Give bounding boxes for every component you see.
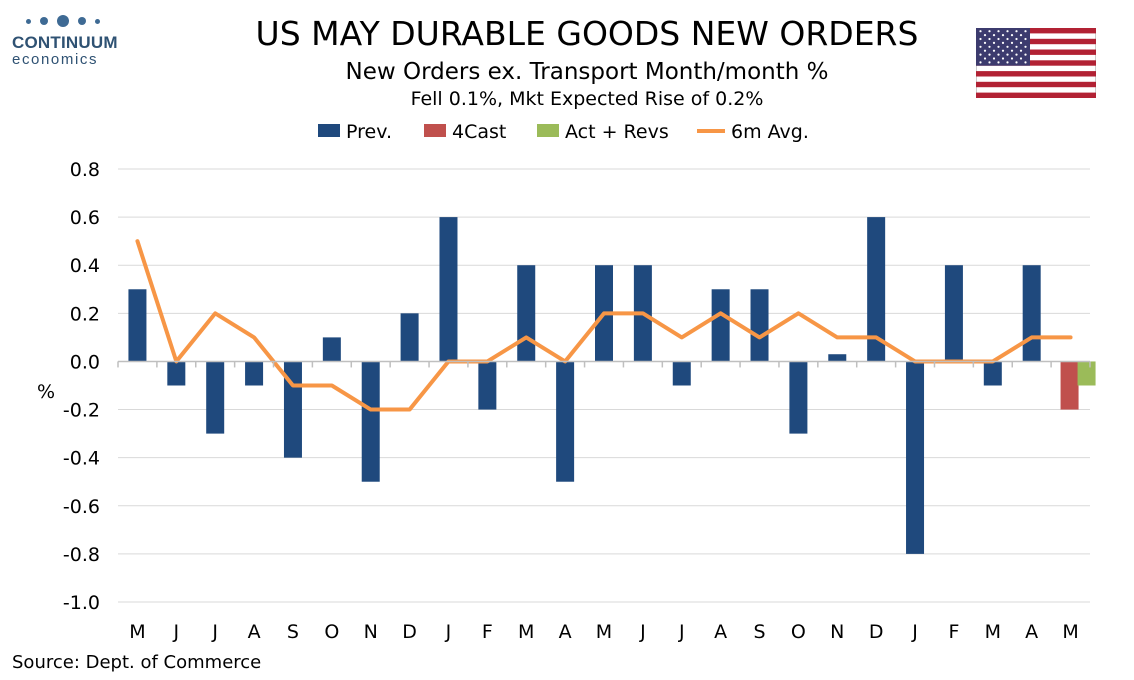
bar-prev: [556, 361, 575, 482]
bar-act-revs: [1077, 361, 1096, 386]
x-tick-label: F: [948, 621, 959, 643]
x-tick-label: S: [287, 621, 299, 643]
source-note: Source: Dept. of Commerce: [12, 652, 262, 673]
bar-prev: [517, 265, 536, 362]
us-flag-icon: [976, 28, 1096, 98]
legend-item: Prev.: [318, 121, 392, 143]
x-tick-label: F: [482, 621, 493, 643]
y-tick-label: 0.2: [70, 303, 100, 325]
x-tick-label: M: [985, 621, 1001, 643]
bar-4cast: [1060, 361, 1079, 410]
bar-prev: [672, 361, 691, 386]
x-tick-label: D: [869, 621, 884, 643]
y-tick-label: -1.0: [63, 592, 100, 614]
bar-prev: [711, 289, 730, 362]
bar-prev: [400, 313, 419, 362]
bar-prev: [322, 337, 341, 362]
bar-prev: [167, 361, 186, 386]
legend-label: Act + Revs: [565, 121, 669, 143]
y-tick-label: 0.4: [70, 255, 100, 277]
legend-item: 4Cast: [424, 121, 506, 143]
y-tick-label: -0.6: [63, 496, 100, 518]
x-tick-label: S: [753, 621, 765, 643]
chart-subtitle: New Orders ex. Transport Month/month %: [345, 59, 829, 85]
x-tick-label: M: [129, 621, 145, 643]
bar-prev: [944, 265, 963, 362]
legend-label: 4Cast: [452, 121, 506, 143]
company-logo: CONTINUUM economics: [12, 14, 132, 74]
x-tick-label: A: [1025, 621, 1038, 643]
x-tick-label: J: [173, 621, 180, 643]
logo-word: CONTINUUM: [12, 33, 118, 52]
x-tick-label: A: [559, 621, 572, 643]
legend-item: 6m Avg.: [697, 121, 809, 143]
y-tick-label: -0.4: [63, 448, 100, 470]
x-tick-label: J: [445, 621, 452, 643]
x-tick-label: J: [639, 621, 646, 643]
x-tick-label: O: [324, 621, 339, 643]
bar-prev: [361, 361, 380, 482]
bar-prev: [439, 217, 458, 362]
legend-label: Prev.: [346, 121, 392, 143]
bar-prev: [245, 361, 264, 386]
bar-prev: [128, 289, 147, 362]
x-tick-label: J: [211, 621, 218, 643]
y-tick-label: -0.2: [63, 400, 100, 422]
bar-prev: [867, 217, 886, 362]
legend-swatch: [318, 124, 340, 137]
y-axis-label: %: [37, 381, 55, 403]
y-tick-label: 0.8: [70, 159, 100, 181]
chart-title: US MAY DURABLE GOODS NEW ORDERS: [255, 14, 919, 53]
x-tick-label: N: [364, 621, 378, 643]
x-tick-label: A: [714, 621, 727, 643]
y-tick-label: 0.0: [70, 351, 100, 373]
bar-prev: [478, 361, 497, 410]
bar-prev: [983, 361, 1002, 386]
bar-prev: [750, 289, 769, 362]
legend-swatch: [537, 124, 559, 137]
bar-prev: [906, 361, 925, 554]
logo-dots: [26, 14, 132, 28]
x-tick-label: A: [248, 621, 261, 643]
logo-subword: economics: [12, 51, 99, 68]
legend-label: 6m Avg.: [731, 121, 809, 143]
bar-prev: [789, 361, 808, 434]
x-tick-label: J: [911, 621, 918, 643]
bar-prev: [1022, 265, 1041, 362]
bar-prev: [206, 361, 225, 434]
chart-subtitle-2: Fell 0.1%, Mkt Expected Rise of 0.2%: [410, 88, 764, 110]
x-tick-label: M: [518, 621, 534, 643]
x-tick-label: O: [791, 621, 806, 643]
y-tick-label: -0.8: [63, 544, 100, 566]
y-tick-label: 0.6: [70, 207, 100, 229]
x-tick-label: M: [1062, 621, 1078, 643]
legend-swatch: [424, 124, 446, 137]
x-tick-label: J: [678, 621, 685, 643]
x-tick-label: M: [596, 621, 612, 643]
x-tick-label: D: [402, 621, 417, 643]
bar-prev: [828, 354, 847, 362]
legend-item: Act + Revs: [537, 121, 669, 143]
x-tick-label: N: [830, 621, 844, 643]
